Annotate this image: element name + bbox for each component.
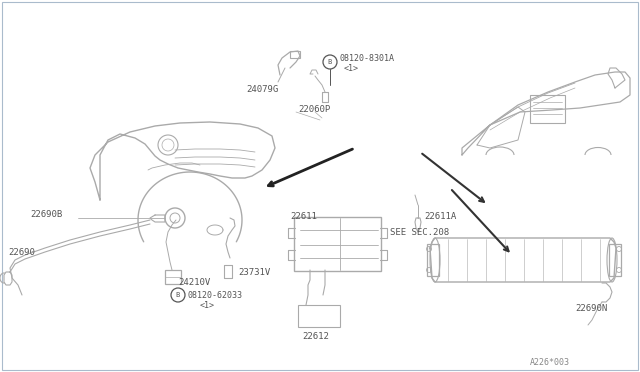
Text: 22690N: 22690N [575, 304, 607, 313]
Text: <1>: <1> [344, 64, 359, 73]
Text: 22690B: 22690B [30, 210, 62, 219]
Bar [530, 95, 565, 123]
Text: 23731V: 23731V [238, 268, 270, 277]
Bar [290, 51, 300, 58]
Text: B: B [328, 59, 332, 65]
Text: 24210V: 24210V [178, 278, 211, 287]
Text: SEE SEC.208: SEE SEC.208 [390, 228, 449, 237]
Bar [609, 244, 621, 276]
Text: 22612: 22612 [302, 332, 329, 341]
Text: 08120-62033: 08120-62033 [188, 291, 243, 300]
Text: 22060P: 22060P [298, 105, 330, 114]
Text: A226*003: A226*003 [530, 358, 570, 367]
Text: 22690: 22690 [8, 248, 35, 257]
Bar [298, 305, 340, 327]
Text: B: B [176, 292, 180, 298]
Text: 24079G: 24079G [246, 85, 278, 94]
Text: 22611A: 22611A [424, 212, 456, 221]
Text: <1>: <1> [200, 301, 215, 310]
Text: 22611: 22611 [290, 212, 317, 221]
Bar [165, 270, 181, 284]
Text: 08120-8301A: 08120-8301A [340, 54, 395, 62]
Bar [427, 244, 439, 276]
